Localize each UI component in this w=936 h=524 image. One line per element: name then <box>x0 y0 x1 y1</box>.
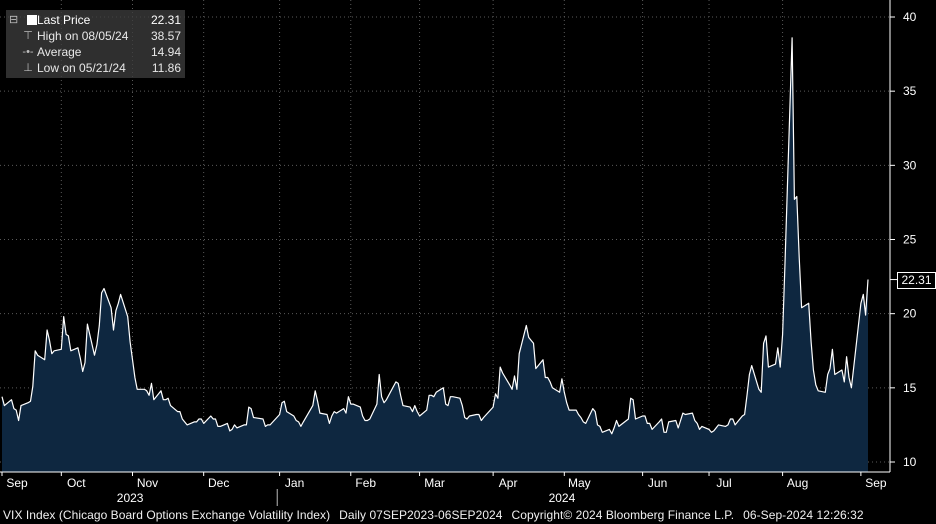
legend-box: ⊟ Last Price 22.31 ⊤ High on 08/05/24 38… <box>6 10 185 78</box>
x-tick-label: Nov <box>137 476 158 490</box>
last-price-tag: 22.31 <box>897 271 936 289</box>
x-tick-label: Oct <box>67 476 86 490</box>
area-layer <box>1 37 869 473</box>
legend-row-high: ⊤ High on 08/05/24 38.57 <box>6 28 185 44</box>
y-tick-label: 25 <box>903 233 917 247</box>
legend-label: Low on 05/21/24 <box>37 61 126 75</box>
filled-square-icon <box>27 15 37 25</box>
legend-value: 22.31 <box>150 13 181 27</box>
legend-label: High on 08/05/24 <box>37 29 129 43</box>
security-name: VIX Index (Chicago Board Options Exchang… <box>3 508 331 522</box>
y-tick-label: 20 <box>903 307 917 321</box>
y-tick-label: 15 <box>903 381 917 395</box>
x-tick-label: Dec <box>208 476 229 490</box>
x-tick-label: Sep <box>865 476 887 490</box>
high-marker-icon: ⊤ <box>23 30 33 42</box>
low-marker-icon: ⊥ <box>23 62 33 74</box>
chart-footer: VIX Index (Chicago Board Options Exchang… <box>3 508 873 522</box>
year-label: 2023 <box>117 491 144 505</box>
period-range: Daily 07SEP2023-06SEP2024 <box>339 508 503 522</box>
x-tick-label: Sep <box>6 476 28 490</box>
x-tick-label: Mar <box>424 476 445 490</box>
legend-row-average: -•- Average 14.94 <box>6 44 185 60</box>
legend-label: Average <box>37 45 82 59</box>
price-line <box>1 37 869 435</box>
y-tick-label: 10 <box>903 455 917 469</box>
legend-value: 38.57 <box>150 29 181 43</box>
y-tick-label: 40 <box>903 10 917 24</box>
x-tick-label: May <box>568 476 591 490</box>
average-marker-icon: -•- <box>22 46 34 58</box>
y-tick-label: 30 <box>903 158 917 172</box>
legend-row-low: ⊥ Low on 05/21/24 11.86 <box>6 60 185 76</box>
legend-value: 11.86 <box>151 61 181 75</box>
timestamp: 06-Sep-2024 12:26:32 <box>743 508 864 522</box>
x-tick-label: Jan <box>285 476 304 490</box>
legend-value: 14.94 <box>150 45 181 59</box>
axes: 10 15 20 25 30 35 40 Sep Oct Nov Dec Jan Feb Mar Apr Ma… <box>0 0 917 506</box>
legend-row-last-price: ⊟ Last Price 22.31 <box>6 12 185 28</box>
x-tick-label: Jul <box>716 476 731 490</box>
legend-label: Last Price <box>37 13 91 27</box>
year-label: 2024 <box>549 491 576 505</box>
x-tick-label: Jun <box>648 476 667 490</box>
x-tick-label: Aug <box>787 476 808 490</box>
x-tick-label: Feb <box>355 476 376 490</box>
collapse-icon[interactable]: ⊟ <box>9 14 19 26</box>
x-tick-label: Apr <box>499 476 518 490</box>
y-tick-label: 35 <box>903 84 917 98</box>
area-fill <box>2 37 868 473</box>
copyright: Copyright© 2024 Bloomberg Finance L.P. <box>511 508 735 522</box>
